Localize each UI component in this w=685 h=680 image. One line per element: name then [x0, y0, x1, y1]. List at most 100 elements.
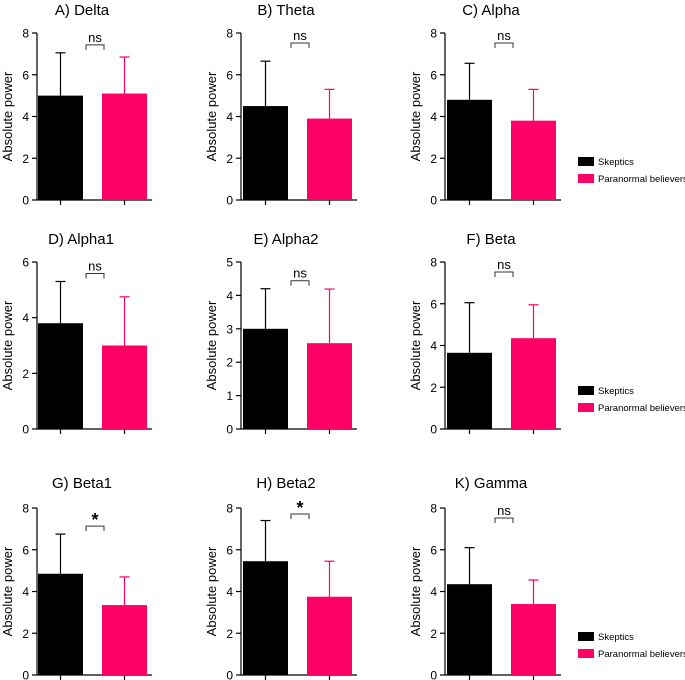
significance-bracket [85, 44, 105, 50]
y-tick-label: 6 [226, 543, 233, 557]
y-tick-label: 8 [22, 27, 29, 41]
y-tick-label: 2 [22, 367, 29, 381]
panel-2: B) Theta Absolute power 0 2 4 6 8 ns [204, 2, 357, 208]
y-tick-label: 4 [226, 289, 233, 303]
significance-label: ns [293, 28, 307, 43]
bar-skeptics [243, 561, 288, 675]
bar-believers [511, 120, 556, 200]
bar-skeptics [38, 573, 83, 675]
y-tick-label: 8 [226, 502, 233, 516]
panel-7: G) Beta1 Absolute power 0 2 4 6 8 * [0, 475, 152, 680]
y-tick-label: 5 [226, 256, 233, 270]
significance-bracket [290, 42, 310, 48]
y-tick-label: 0 [430, 423, 437, 437]
y-tick-label: 2 [226, 627, 233, 641]
bar-believers [307, 343, 352, 429]
significance-bracket [494, 271, 514, 277]
y-tick-label: 4 [430, 585, 437, 599]
y-tick-label: 8 [226, 27, 233, 41]
y-tick-label: 8 [22, 502, 29, 516]
legend-1: Skeptics Paranormal believers [578, 157, 685, 185]
significance-label: ns [293, 266, 307, 281]
y-tick-label: 2 [22, 152, 29, 166]
y-axis-label: Absolute power [204, 546, 219, 636]
y-tick-label: 6 [430, 68, 437, 82]
y-tick-label: 4 [430, 339, 437, 353]
y-tick-label: 0 [226, 423, 233, 437]
y-axis-label: Absolute power [204, 300, 219, 390]
panel-title: C) Alpha [462, 2, 520, 19]
y-tick-label: 0 [430, 194, 437, 208]
legend-swatch-believers [578, 403, 594, 412]
significance-label: ns [497, 503, 511, 518]
bar-skeptics [243, 328, 288, 429]
panel-4: D) Alpha1 Absolute power 0 2 4 6 ns [0, 231, 152, 437]
significance-bracket [290, 513, 310, 519]
y-tick-label: 2 [22, 627, 29, 641]
y-tick-label: 2 [430, 381, 437, 395]
panel-9: K) Gamma Absolute power 0 2 4 6 8 ns [408, 475, 561, 680]
y-tick-label: 4 [22, 585, 29, 599]
y-tick-label: 0 [226, 669, 233, 680]
panel-title: B) Theta [257, 2, 315, 19]
bar-believers [102, 93, 147, 200]
bar-skeptics [447, 352, 492, 429]
bar-skeptics [38, 95, 83, 200]
y-tick-label: 6 [430, 543, 437, 557]
y-tick-label: 6 [22, 256, 29, 270]
significance-bracket [494, 42, 514, 48]
significance-label: * [91, 510, 98, 530]
panel-6: F) Beta Absolute power 0 2 4 6 8 ns [408, 231, 561, 437]
y-tick-label: 4 [430, 110, 437, 124]
y-tick-label: 6 [226, 68, 233, 82]
y-tick-label: 4 [226, 110, 233, 124]
y-tick-label: 8 [430, 256, 437, 270]
significance-label: * [296, 498, 303, 518]
bar-believers [307, 596, 352, 675]
significance-label: ns [88, 258, 102, 273]
y-tick-label: 0 [22, 669, 29, 680]
bar-skeptics [38, 323, 83, 429]
bar-skeptics [447, 584, 492, 675]
y-tick-label: 6 [22, 68, 29, 82]
panel-3: C) Alpha Absolute power 0 2 4 6 8 ns [408, 2, 561, 208]
panel-title: D) Alpha1 [48, 231, 114, 248]
significance-bracket [85, 272, 105, 279]
y-tick-label: 2 [226, 356, 233, 370]
legend-swatch-believers [578, 649, 594, 658]
y-tick-label: 8 [430, 502, 437, 516]
significance-label: ns [497, 28, 511, 43]
y-tick-label: 8 [430, 27, 437, 41]
y-tick-label: 2 [226, 152, 233, 166]
y-tick-label: 4 [226, 585, 233, 599]
y-axis-label: Absolute power [408, 300, 423, 390]
panel-title: K) Gamma [455, 475, 528, 492]
panel-1: A) Delta Absolute power 0 2 4 6 8 ns [0, 2, 152, 208]
panel-5: E) Alpha2 Absolute power 0 1 2 3 4 5 ns [204, 231, 357, 437]
legend-2: Skeptics Paranormal believers [578, 386, 685, 414]
panel-title: A) Delta [55, 2, 110, 19]
y-axis-label: Absolute power [0, 546, 15, 636]
y-tick-label: 4 [22, 110, 29, 124]
legend-swatch-skeptics [578, 632, 594, 641]
y-tick-label: 2 [430, 152, 437, 166]
y-tick-label: 6 [22, 543, 29, 557]
legend-label-skeptics: Skeptics [598, 157, 634, 168]
y-tick-label: 4 [22, 311, 29, 325]
y-axis-label: Absolute power [408, 546, 423, 636]
legend-swatch-skeptics [578, 157, 594, 166]
y-tick-label: 2 [430, 627, 437, 641]
y-tick-label: 6 [430, 297, 437, 311]
bar-believers [102, 605, 147, 675]
y-tick-label: 3 [226, 322, 233, 336]
y-tick-label: 0 [22, 423, 29, 437]
legend-3: Skeptics Paranormal believers [578, 632, 685, 660]
legend-label-skeptics: Skeptics [598, 386, 634, 397]
legend-swatch-skeptics [578, 386, 594, 395]
y-axis-label: Absolute power [408, 71, 423, 161]
y-axis-label: Absolute power [0, 300, 15, 390]
panel-title: G) Beta1 [52, 475, 112, 492]
bar-believers [307, 118, 352, 200]
significance-bracket [85, 525, 105, 532]
